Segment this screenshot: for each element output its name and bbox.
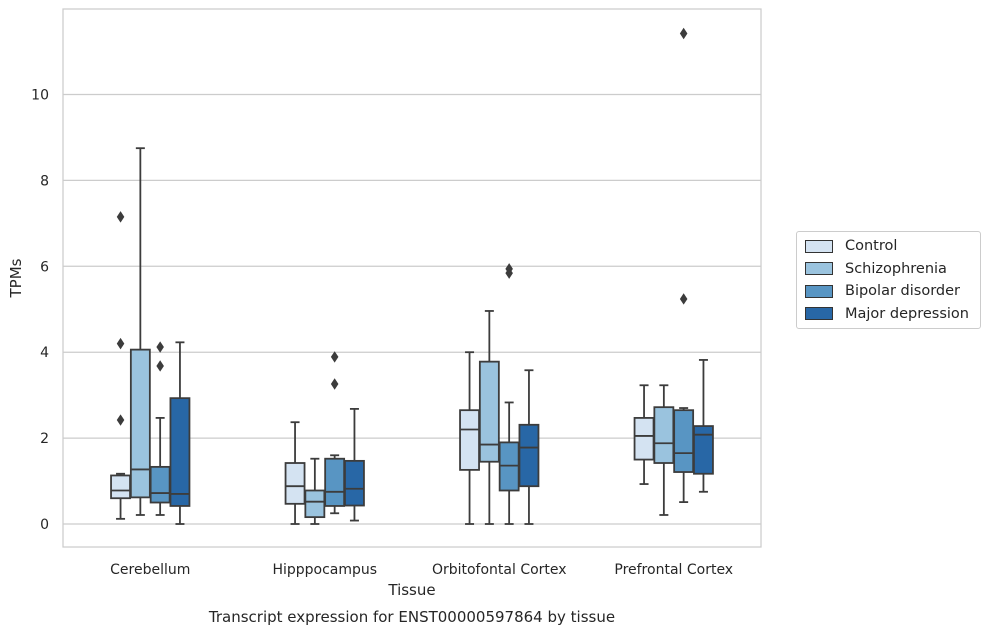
outlier-point [116,337,125,350]
y-axis-title: TPMs [7,258,25,298]
outlier-point [116,211,125,223]
legend: Control Schizophrenia Bipolar disorder Majo… [796,231,981,329]
box-major-depression [169,341,191,525]
box-body [653,406,675,464]
box-body [324,457,346,507]
box-control [633,384,655,485]
outlier-point [116,414,125,426]
box-schizophrenia [129,147,151,516]
box-major-depression [518,369,540,525]
box-control [110,211,131,520]
outlier-point [679,27,688,40]
box-body [284,462,306,505]
outlier-point [330,351,339,363]
legend-item: Schizophrenia [805,258,972,281]
box-body [169,397,191,507]
plot-frame [62,8,762,548]
box-major-depression [344,407,365,522]
box-control [284,421,306,525]
legend-swatch [805,239,833,253]
box-body [129,348,151,499]
legend-label: Control [845,238,898,255]
box-bipolar-disorder [324,351,346,515]
chart-title: Transcript expression for ENST0000059786… [208,608,615,626]
y-tick-label: 0 [40,517,49,533]
box-body [518,423,540,488]
outlier-point [330,378,339,390]
box-bipolar-disorder [498,263,520,525]
x-axis-title: Tissue [387,581,435,599]
x-tick-label: Hipppocampus [272,562,377,578]
box-body [149,465,171,504]
legend-item: Bipolar disorder [805,280,972,303]
box-schizophrenia [653,384,675,516]
box-body [478,360,500,463]
outlier-point [505,267,513,279]
y-tick-label: 8 [40,173,49,189]
box-bipolar-disorder [673,27,695,503]
legend-item: Major depression [805,303,972,326]
box-schizophrenia [478,310,500,525]
x-axis: Cerebellum Hipppocampus Orbitofontal Corte… [110,562,733,578]
x-tick-label: Orbitofontal Cortex [432,562,567,578]
y-axis: 0 2 4 6 8 10 [31,88,49,534]
legend-swatch [805,307,833,321]
x-tick-label: Cerebellum [110,562,190,578]
box-bipolar-disorder [149,341,171,516]
outlier-point [156,360,164,372]
y-tick-label: 4 [40,345,49,361]
legend-label: Bipolar disorder [845,283,960,300]
box-schizophrenia [304,457,326,525]
y-tick-label: 6 [40,259,49,275]
y-tick-label: 10 [31,88,49,104]
outlier-point [156,341,164,353]
x-tick-label: Prefrontal Cortex [614,562,733,578]
box-body [673,409,695,473]
box-major-depression [693,359,714,493]
box-body [459,409,480,471]
legend-item: Control [805,235,972,258]
boxes [110,27,714,525]
y-tick-label: 2 [40,431,49,447]
box-control [459,351,480,525]
legend-label: Schizophrenia [845,260,947,277]
outlier-point [679,293,688,305]
box-body [304,489,326,519]
box-body [110,474,131,500]
legend-label: Major depression [845,305,969,322]
legend-swatch [805,284,833,298]
box-body [693,425,714,475]
box-body [633,417,655,461]
box-body [344,459,365,507]
legend-swatch [805,262,833,276]
